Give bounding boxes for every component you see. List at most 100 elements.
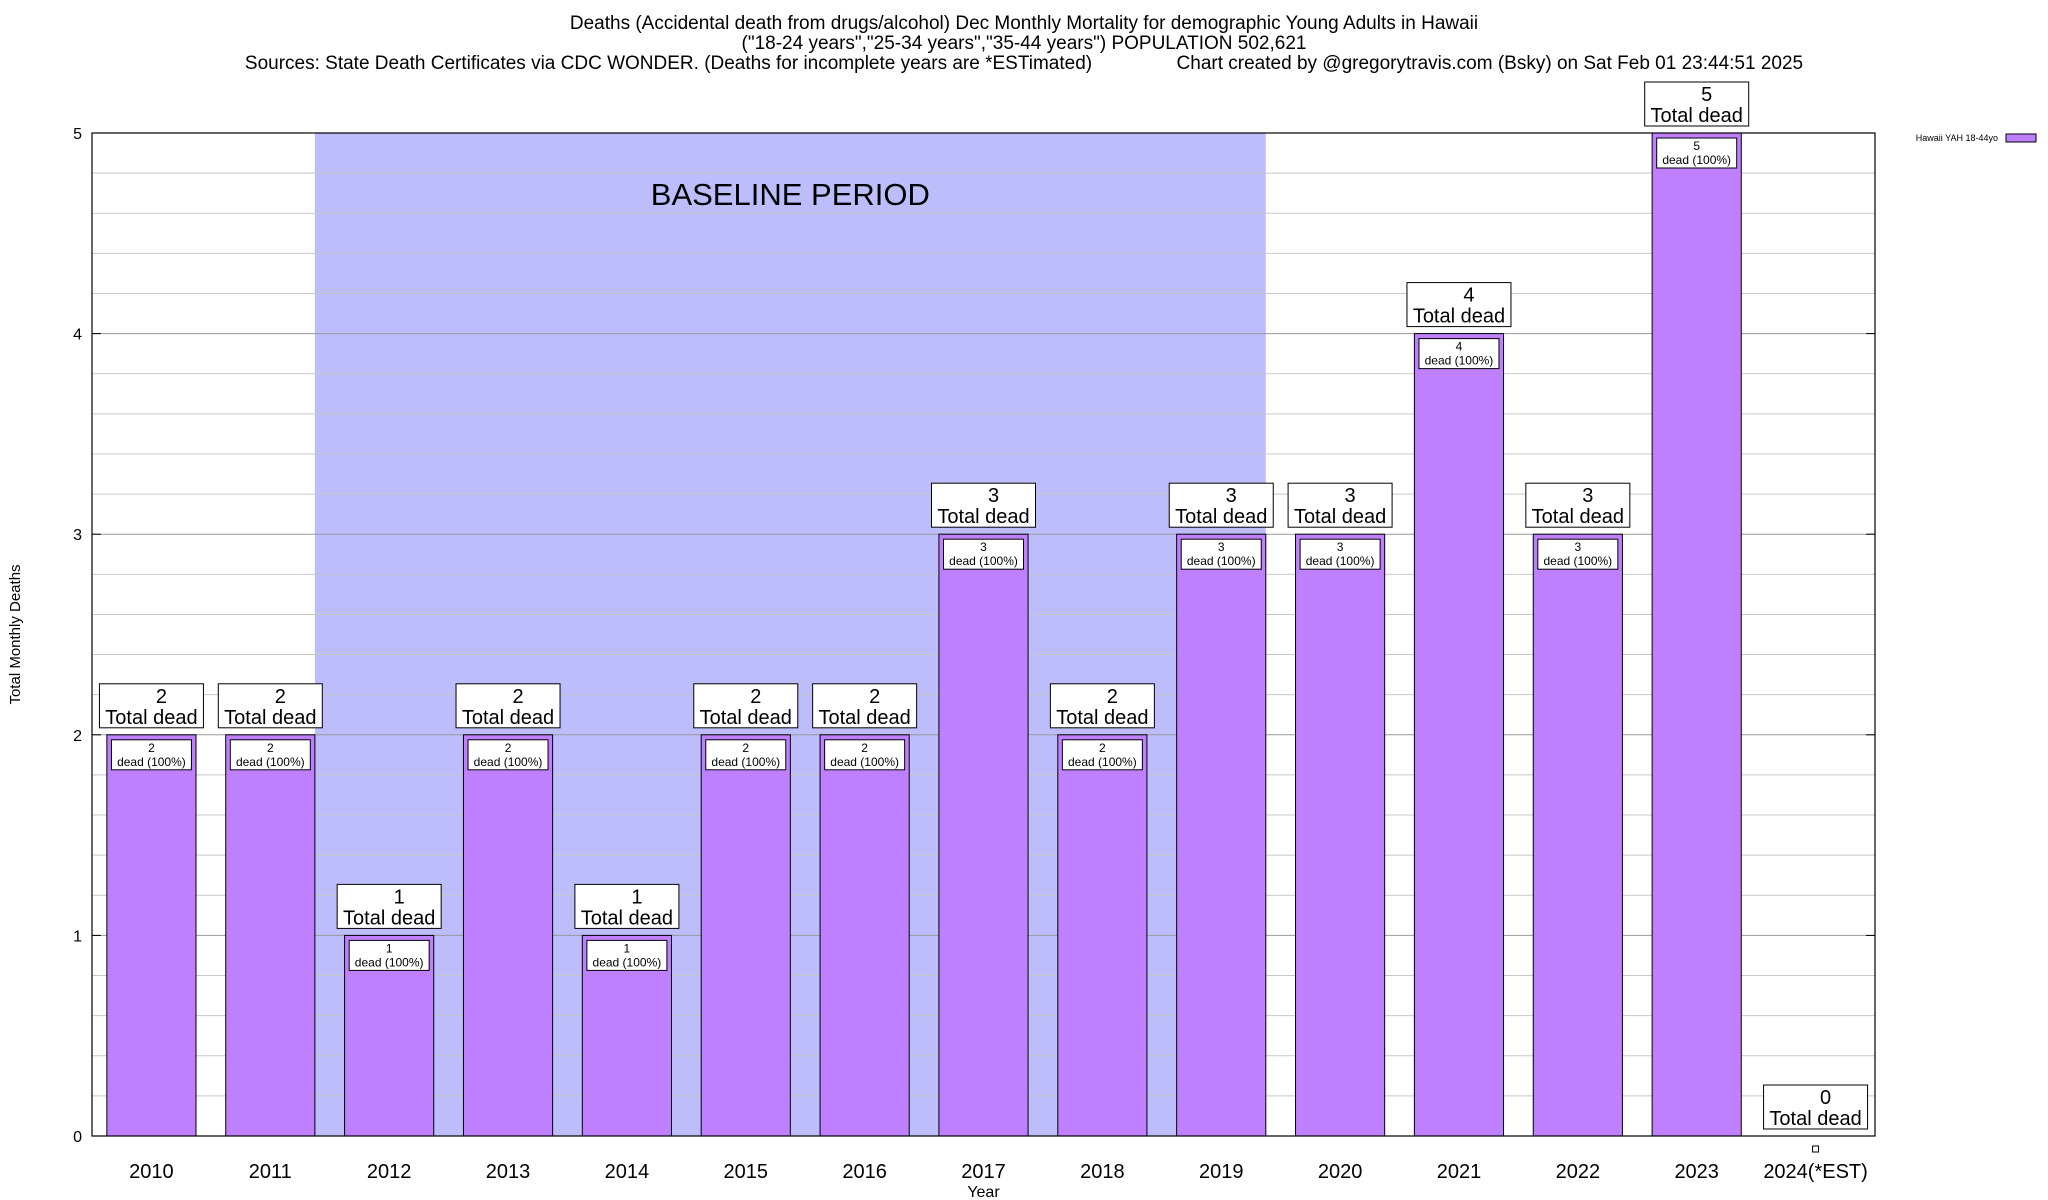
total-dead-count: 1: [394, 886, 405, 908]
total-dead-label-box: [1644, 81, 1750, 127]
bar-inner-label-count: 2: [861, 741, 868, 755]
total-dead-label-box: [1525, 482, 1631, 528]
bar-inner-label-count: 1: [386, 941, 393, 955]
title-line-3: Sources: State Death Certificates via CD…: [244, 53, 1804, 74]
bar: [225, 734, 316, 1137]
total-dead-label: Total dead: [1413, 306, 1505, 328]
total-dead-label-box: [217, 683, 323, 729]
bar-inner-label-box: [467, 739, 549, 771]
total-dead-label: Total dead: [105, 707, 197, 729]
bar-inner-label-percent: dead (100%): [1306, 554, 1375, 568]
total-dead-label: Total dead: [1769, 1108, 1861, 1130]
total-dead-label: Total dead: [581, 907, 673, 929]
bar-inner-label-count: 3: [1337, 540, 1344, 554]
x-axis-label: Year: [967, 1184, 1000, 1200]
total-dead-count: 4: [1463, 285, 1474, 307]
bar: [1413, 333, 1505, 1137]
total-dead-count: 2: [750, 686, 761, 708]
total-dead-label-box: [1287, 482, 1393, 528]
x-tick-label: 2019: [1199, 1161, 1244, 1183]
total-dead-label: Total dead: [1532, 506, 1624, 528]
total-dead-count: 2: [275, 686, 286, 708]
bar: [1295, 533, 1386, 1137]
legend-label: Hawaii YAH 18-44yo: [1916, 133, 1998, 143]
bar-inner-label-count: 2: [148, 741, 155, 755]
total-dead-count: 5: [1701, 84, 1712, 106]
x-tick-label: 2010: [129, 1161, 174, 1183]
bar-inner-label-box: [1418, 338, 1500, 370]
bar-inner-label-box: [1180, 538, 1262, 570]
bar-inner-label-box: [586, 939, 668, 971]
bar-inner-label-percent: dead (100%): [949, 554, 1018, 568]
bar-inner-label-count: 5: [1693, 139, 1700, 153]
bar-inner-label-box: [824, 739, 906, 771]
x-tick-label: 2011: [249, 1161, 292, 1183]
y-tick-label: 2: [73, 728, 82, 745]
bar: [1532, 533, 1623, 1137]
total-dead-label: Total dead: [462, 707, 554, 729]
x-tick-label: 2015: [724, 1161, 769, 1183]
total-dead-count: 3: [1226, 485, 1237, 507]
total-dead-label: Total dead: [1294, 506, 1386, 528]
bar-inner-label-count: 3: [1218, 540, 1225, 554]
x-tick-label: 2014: [605, 1161, 650, 1183]
total-dead-count: 0: [1820, 1087, 1831, 1109]
bar-inner-label-count: 4: [1456, 340, 1463, 354]
total-dead-label-box: [98, 683, 204, 729]
x-tick-label: 2017: [961, 1161, 1006, 1183]
bar-inner-label-box: [1061, 739, 1143, 771]
bar: [462, 734, 554, 1137]
total-dead-label-box: [574, 883, 680, 929]
bar-inner-label-percent: dead (100%): [1543, 554, 1612, 568]
total-dead-count: 2: [512, 686, 523, 708]
x-tick-label: 2020: [1318, 1161, 1363, 1183]
total-dead-label: Total dead: [818, 707, 910, 729]
bar-inner-label-box: [229, 739, 311, 771]
bar-inner-label-percent: dead (100%): [1425, 354, 1494, 368]
x-tick-label: 2018: [1080, 1161, 1125, 1183]
y-tick-label: 5: [73, 126, 82, 143]
total-dead-count: 2: [1107, 686, 1118, 708]
title-line-2: ("18-24 years","25-34 years","35-44 year…: [741, 33, 1307, 54]
bar-inner-label-percent: dead (100%): [1068, 755, 1137, 769]
total-dead-label-box: [1763, 1084, 1869, 1130]
bar-inner-label-percent: dead (100%): [1187, 554, 1256, 568]
total-dead-label: Total dead: [343, 907, 435, 929]
total-dead-label-box: [1049, 683, 1155, 729]
bar-inner-label-count: 2: [505, 741, 512, 755]
plot-frame: [91, 132, 1876, 1137]
total-dead-label-box: [336, 883, 442, 929]
total-dead-label: Total dead: [1175, 506, 1267, 528]
total-dead-label-box: [812, 683, 918, 729]
total-dead-label: Total dead: [700, 707, 792, 729]
y-tick-label: 3: [73, 527, 82, 544]
bar-inner-label-count: 2: [267, 741, 274, 755]
legend-swatch: [2005, 133, 2037, 143]
y-axis-label: Total Monthly Deaths: [7, 564, 24, 704]
total-dead-count: 3: [988, 485, 999, 507]
bar-inner-label-percent: dead (100%): [117, 755, 186, 769]
x-tick-label: 2013: [486, 1161, 531, 1183]
bar-inner-label-percent: dead (100%): [830, 755, 899, 769]
x-tick-label: 2024(*EST): [1763, 1161, 1868, 1183]
bar: [938, 533, 1029, 1137]
total-dead-label-box: [693, 683, 799, 729]
total-dead-count: 2: [156, 686, 167, 708]
bar-inner-label-percent: dead (100%): [1662, 153, 1731, 167]
bar-inner-label-count: 2: [1099, 741, 1106, 755]
bar-inner-label-count: 1: [624, 941, 631, 955]
bar: [1176, 533, 1267, 1137]
total-dead-count: 2: [869, 686, 880, 708]
bar: [1651, 132, 1742, 1137]
bar-inner-label-percent: dead (100%): [593, 955, 662, 969]
bar: [106, 734, 197, 1137]
bar-inner-label-percent: dead (100%): [355, 955, 424, 969]
total-dead-label: Total dead: [1056, 707, 1148, 729]
bar-inner-label-box: [943, 538, 1024, 570]
bar-inner-label-count: 2: [742, 741, 749, 755]
total-dead-count: 3: [1345, 485, 1356, 507]
bar-inner-label-box: [1656, 137, 1738, 169]
x-tick-label: 2022: [1556, 1161, 1601, 1183]
zero-point-marker: [1812, 1145, 1820, 1153]
